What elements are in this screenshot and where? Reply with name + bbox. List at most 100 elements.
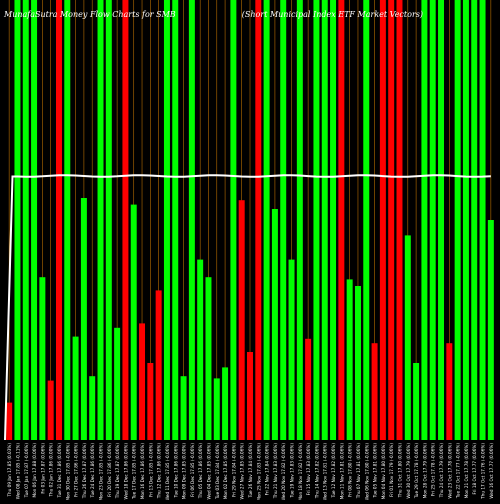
x-tick-label: Fri 15 Nov 17.83 (0.06%) xyxy=(306,443,311,496)
x-tick-label: Mon 18 Nov 17.82 (-0.06%) xyxy=(298,443,303,500)
bar xyxy=(471,0,478,440)
bar xyxy=(188,0,195,440)
bar xyxy=(354,286,361,440)
x-tick-label: Thu 14 Nov 17.82 (0.06%) xyxy=(314,443,319,500)
bar xyxy=(213,378,220,440)
x-tick-label: Wed 13 Nov 17.81 (-0.06%) xyxy=(323,443,328,500)
x-tick-label: Tue 12 Nov 17.82 (0.06%) xyxy=(331,443,336,499)
x-tick-label: Mon 02 Dec 17.85 (0.06%) xyxy=(223,443,228,500)
bar xyxy=(379,0,386,440)
bar xyxy=(280,0,287,440)
bar xyxy=(230,0,237,440)
bar xyxy=(288,259,295,440)
x-tick-label: Mon 04 Nov 17.80 (0.06%) xyxy=(381,443,386,500)
bar xyxy=(139,323,146,440)
x-tick-label: Tue 29 Oct 17.78 (-0.06%) xyxy=(414,443,419,499)
x-tick-label: Fri 22 Nov 17.84 (0.06%) xyxy=(265,443,270,496)
x-tick-label: Mon 25 Nov 17.83 (-0.06%) xyxy=(256,443,261,500)
bar xyxy=(263,0,270,440)
bar xyxy=(346,279,353,440)
bar xyxy=(205,277,212,440)
bar xyxy=(197,259,204,440)
x-tick-label: Thu 17 Oct 17.76 (-0.06%) xyxy=(481,443,486,500)
x-tick-label: Tue 17 Dec 17.85 (-0.06%) xyxy=(132,443,137,500)
x-tick-label: Thu 21 Nov 17.83 (0.06%) xyxy=(273,443,278,500)
x-tick-label: Tue 19 Nov 17.83 (0.06%) xyxy=(290,443,295,499)
x-tick-label: Tue 26 Nov 17.84 (0.06%) xyxy=(248,443,253,499)
x-tick-label: Tue 22 Oct 17.77 (-0.06%) xyxy=(456,443,461,499)
bar xyxy=(122,0,129,440)
x-tick-label: Mon 23 Dec 17.85 (-0.06%) xyxy=(99,443,104,500)
x-tick-label: Tue 03 Dec 17.84 (-0.06%) xyxy=(215,443,220,500)
bar xyxy=(155,290,162,440)
bar xyxy=(338,0,345,440)
x-tick-label: Thu 26 Dec 17.87 (0.06%) xyxy=(82,443,87,500)
x-tick-label: Wed 18 Dec 17.86 (0.06%) xyxy=(123,443,128,500)
bar xyxy=(462,0,469,440)
bar xyxy=(39,277,46,440)
x-tick-label: Wed 04 Dec 17.85 (0.06%) xyxy=(206,443,211,500)
bar xyxy=(89,376,96,440)
bar xyxy=(222,367,229,440)
bar xyxy=(47,380,54,440)
bar xyxy=(271,209,278,440)
x-tick-label: Thu 24 Oct 17.79 (0.06%) xyxy=(439,443,444,499)
bar xyxy=(114,327,121,440)
bar xyxy=(97,0,104,440)
x-tick-label: Thu 31 Oct 17.80 (0.06%) xyxy=(397,443,402,499)
x-tick-label: Mon 16 Dec 17.86 (0.06%) xyxy=(140,443,145,500)
x-tick-label: Tue 07 Jan 17.87 (-0.06%) xyxy=(24,443,29,499)
x-tick-label: Fri 13 Dec 17.85 (-0.06%) xyxy=(148,443,153,497)
x-tick-label: Thu 07 Nov 17.81 (0.06%) xyxy=(356,443,361,500)
bar xyxy=(479,0,486,440)
x-tick-label: Fri 18 Oct 17.77 (0.06%) xyxy=(472,443,477,495)
bar xyxy=(487,220,494,440)
x-tick-label: Fri 03 Jan 17.87 (0.06%) xyxy=(40,443,45,494)
x-tick-label: Wed 16 Oct 17.77 (0.06%) xyxy=(489,443,494,499)
x-tick-label: Wed 08 Jan 17.85 (-0.11%) xyxy=(15,443,20,500)
x-tick-label: Tue 05 Nov 17.81 (0.06%) xyxy=(373,443,378,499)
bars xyxy=(6,0,494,440)
bar xyxy=(172,0,179,440)
x-tick-label: Thu 19 Dec 17.87 (0.06%) xyxy=(115,443,120,500)
bar xyxy=(22,0,29,440)
x-tick-label: Tue 10 Dec 17.86 (0.06%) xyxy=(173,443,178,499)
x-tick-label: Thu 02 Jan 17.86 (0.00%) xyxy=(49,443,54,498)
bar xyxy=(371,343,378,440)
bar xyxy=(296,0,303,440)
bar xyxy=(429,0,436,440)
x-tick-label: Wed 06 Nov 17.80 (-0.06%) xyxy=(364,443,369,500)
bar xyxy=(413,363,420,440)
x-tick-label: Wed 20 Nov 17.82 (-0.06%) xyxy=(281,443,286,500)
bar xyxy=(305,338,312,440)
bar xyxy=(388,0,395,440)
bar xyxy=(14,0,21,440)
x-tick-label: Fri 06 Dec 17.85 (-0.06%) xyxy=(190,443,195,497)
x-tick-label: Mon 11 Nov 17.81 (0.06%) xyxy=(339,443,344,500)
bar xyxy=(163,0,170,440)
bar xyxy=(396,0,403,440)
bar xyxy=(313,0,320,440)
x-tick-label: Fri 29 Nov 17.84 (-0.06%) xyxy=(231,443,236,497)
bar xyxy=(421,0,428,440)
chart-title: MunafaSutra Money Flow Charts for SMB (S… xyxy=(4,10,423,19)
bar xyxy=(438,0,445,440)
x-tick-label: Wed 27 Nov 17.85 (0.06%) xyxy=(240,443,245,500)
bar xyxy=(72,336,79,440)
bar xyxy=(80,198,87,440)
x-tick-label: Mon 28 Oct 17.79 (0.06%) xyxy=(422,443,427,499)
bar xyxy=(321,0,328,440)
money-flow-line-layer xyxy=(4,174,491,441)
bar xyxy=(255,0,262,440)
bar xyxy=(105,0,112,440)
x-tick-label: Wed 11 Dec 17.85 (-0.06%) xyxy=(165,443,170,500)
bar xyxy=(404,235,411,440)
x-tick-label: Mon 30 Dec 17.85 (-0.06%) xyxy=(65,443,70,500)
x-tick-label: Fri 20 Dec 17.86 (-0.06%) xyxy=(107,443,112,497)
x-tick-label: Fri 25 Oct 17.78 (-0.06%) xyxy=(431,443,436,496)
x-tick-label: Thu 05 Dec 17.86 (0.06%) xyxy=(198,443,203,500)
x-tick-label: Tue 24 Dec 17.86 (0.06%) xyxy=(90,443,95,499)
x-tick-label: Fri 08 Nov 17.80 (-0.06%) xyxy=(348,443,353,497)
x-tick-label: Mon 06 Jan 17.88 (0.06%) xyxy=(32,443,37,498)
